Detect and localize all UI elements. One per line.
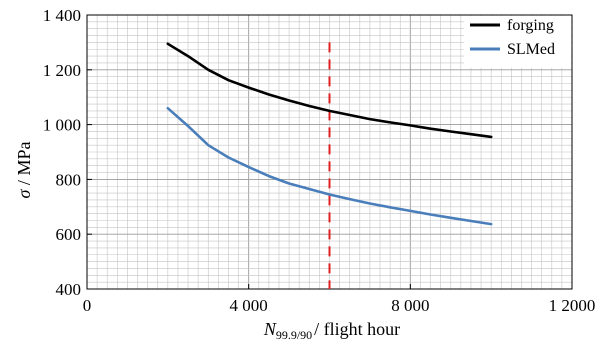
legend-entry: SLMed <box>507 41 555 58</box>
legend: forging SLMed <box>464 16 571 68</box>
x-axis-subscript: 99.9/90 <box>276 328 312 342</box>
x-axis-label: N99.9/90/ flight hour <box>263 319 400 342</box>
y-tick-label: 1 400 <box>43 6 81 25</box>
series-lines <box>166 42 493 226</box>
x-tick-label: 1 2000 <box>549 296 596 315</box>
y-tick-label: 600 <box>56 225 82 244</box>
y-tick-label: 1 200 <box>43 61 81 80</box>
x-tick-label: 0 <box>83 296 92 315</box>
x-tick-label: 8 000 <box>391 296 429 315</box>
y-tick-label: 400 <box>56 280 82 299</box>
x-axis-unit: / flight hour <box>314 319 400 339</box>
series-line-slmed <box>166 106 493 226</box>
y-axis-label: σ / MPa <box>14 142 34 199</box>
x-axis-symbol: N <box>263 319 277 339</box>
series-line-forging <box>166 42 493 139</box>
y-tick-label: 1 000 <box>43 116 81 135</box>
y-axis-ticks: 400 600 800 1 000 1 200 1 400 <box>43 6 92 299</box>
x-tick-label: 4 000 <box>230 296 268 315</box>
x-axis-ticks: 0 4 000 8 000 1 2000 <box>83 284 596 315</box>
y-axis-unit: / MPa <box>14 142 34 190</box>
y-axis-symbol: σ <box>14 188 34 198</box>
legend-entry: forging <box>507 17 554 34</box>
y-tick-label: 800 <box>56 170 82 189</box>
